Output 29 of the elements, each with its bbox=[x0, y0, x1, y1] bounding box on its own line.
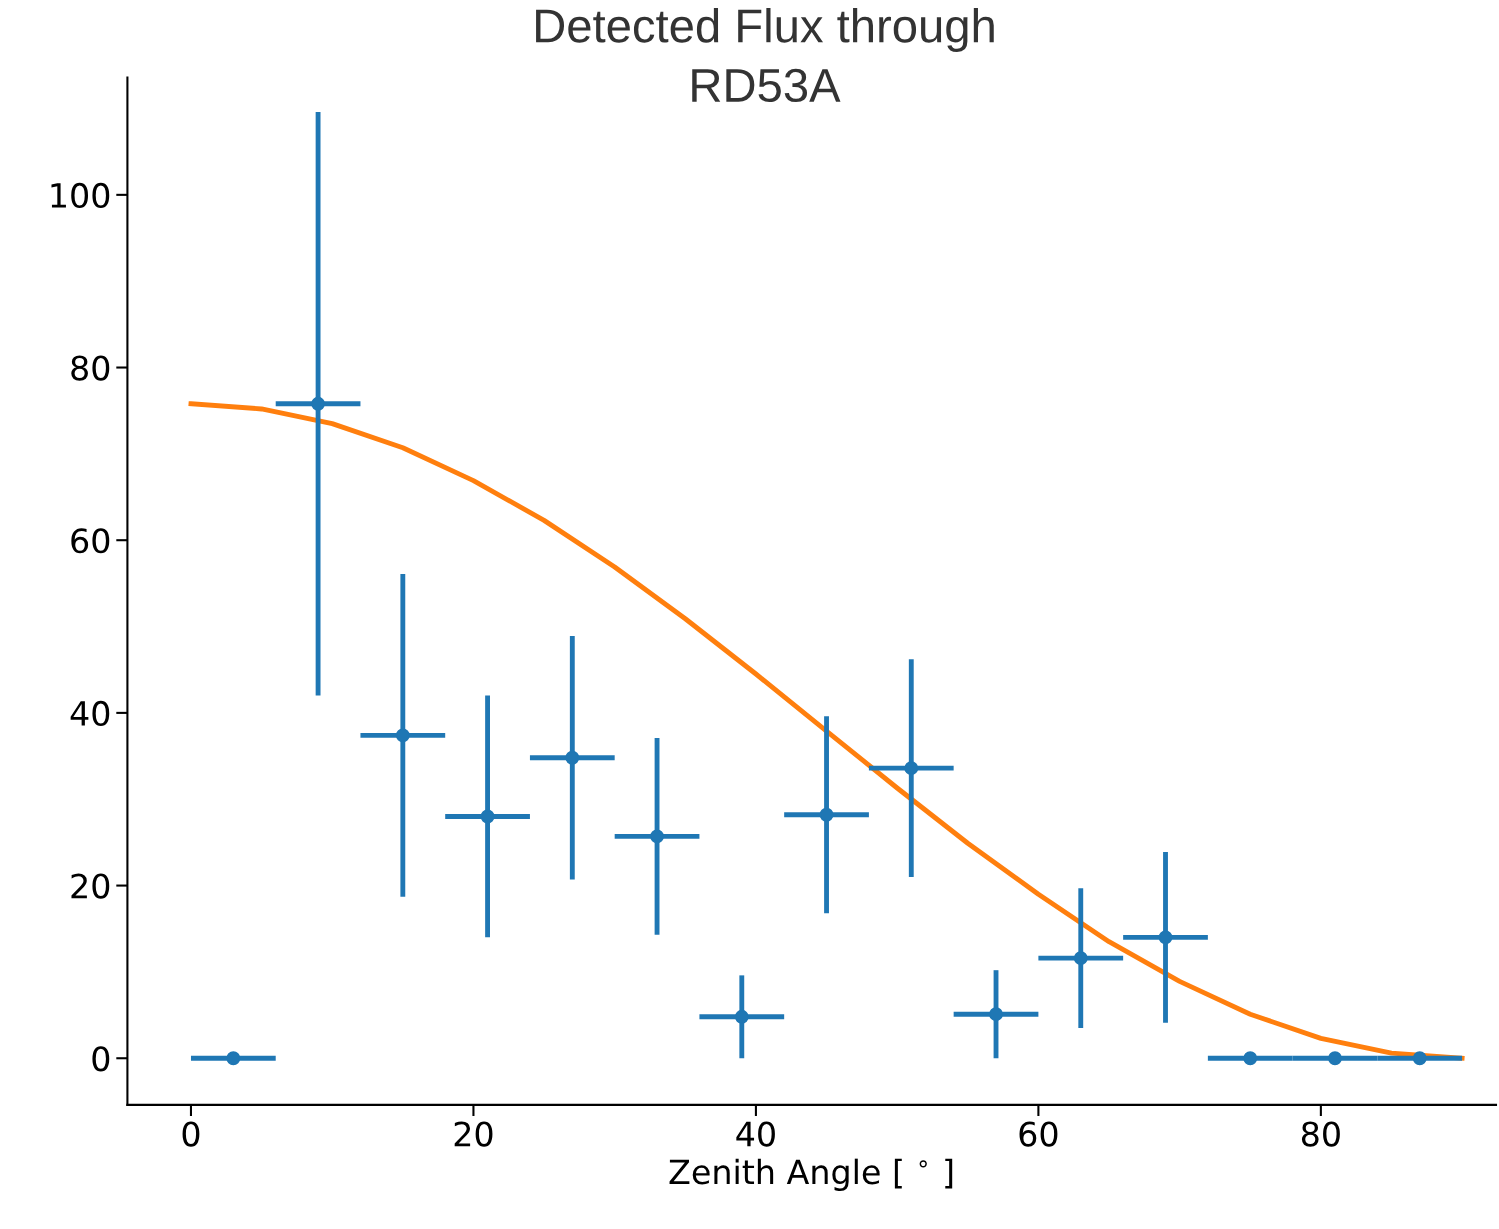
y-tick-label: 100 bbox=[51, 182, 110, 208]
point bbox=[1073, 951, 1088, 966]
line-series bbox=[188, 401, 1465, 1061]
y-tick-label: 20 bbox=[71, 873, 110, 899]
y-tick-label: 80 bbox=[71, 355, 110, 381]
x-tick-label: 20 bbox=[454, 1121, 493, 1147]
point bbox=[734, 1009, 749, 1024]
x-tick-label: 60 bbox=[1019, 1121, 1058, 1147]
point bbox=[565, 750, 580, 765]
point bbox=[989, 1007, 1003, 1022]
y-tick-label: 0 bbox=[92, 1046, 110, 1072]
y-tick-label: 60 bbox=[71, 528, 110, 554]
point bbox=[311, 396, 326, 411]
x-axis-title: Zenith Angle [ $^{∘}$ ] bbox=[669, 1158, 953, 1191]
point bbox=[1158, 930, 1173, 945]
x-tick-label: 80 bbox=[1301, 1121, 1340, 1147]
point bbox=[1243, 1051, 1258, 1066]
point bbox=[904, 761, 919, 776]
point bbox=[650, 829, 664, 844]
point bbox=[1412, 1051, 1427, 1066]
point bbox=[480, 809, 495, 824]
point bbox=[395, 728, 410, 743]
point bbox=[819, 807, 834, 822]
y-tick-label: 40 bbox=[70, 700, 110, 727]
x-tick-label: 40 bbox=[736, 1121, 775, 1147]
x-tick-label: 0 bbox=[182, 1121, 200, 1147]
point bbox=[226, 1051, 241, 1066]
chart-title: Detected Flux through RD53A bbox=[536, 8, 994, 103]
point bbox=[1328, 1051, 1342, 1066]
